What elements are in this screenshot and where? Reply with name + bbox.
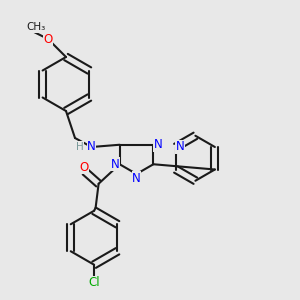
Text: N: N xyxy=(154,138,162,151)
Text: H: H xyxy=(76,142,83,152)
Text: O: O xyxy=(79,161,88,174)
Text: N: N xyxy=(87,140,96,154)
Text: N: N xyxy=(132,172,141,185)
Text: N: N xyxy=(111,158,119,171)
Text: Cl: Cl xyxy=(88,276,100,289)
Text: N: N xyxy=(176,140,185,154)
Text: CH₃: CH₃ xyxy=(26,22,46,32)
Text: O: O xyxy=(44,32,52,46)
